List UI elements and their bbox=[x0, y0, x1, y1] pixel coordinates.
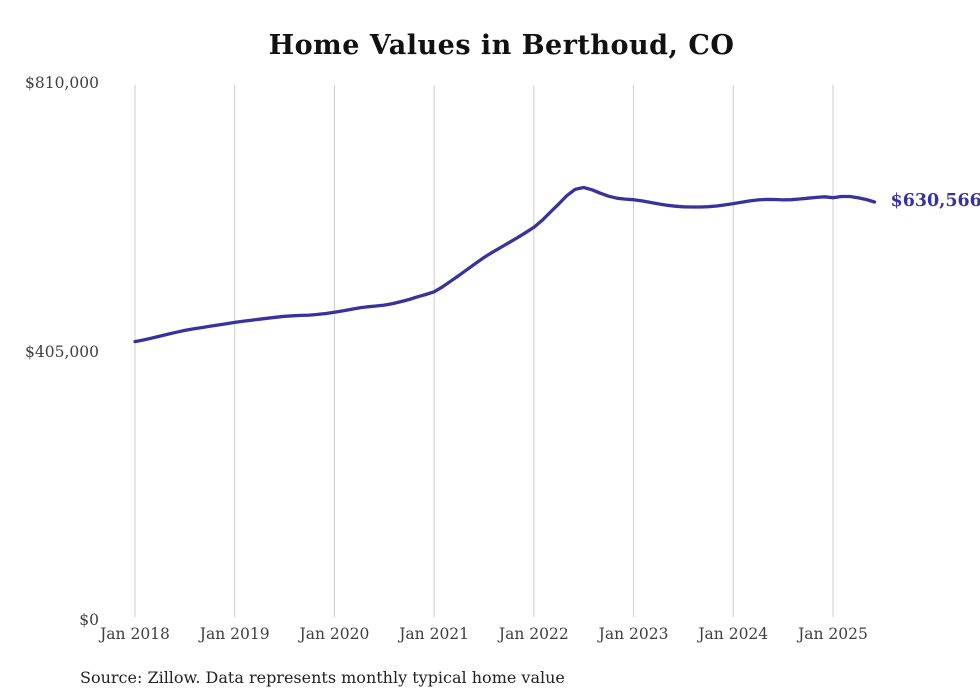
x-axis-tick-label: Jan 2018 bbox=[100, 625, 170, 643]
y-axis-tick-label: $405,000 bbox=[25, 342, 99, 361]
x-axis-tick-label: Jan 2024 bbox=[698, 625, 769, 643]
home-value-line bbox=[133, 185, 877, 344]
chart-title: Home Values in Berthoud, CO bbox=[268, 30, 735, 61]
y-axis-tick-label: $810,000 bbox=[25, 74, 99, 92]
x-axis-tick-label: Jan 2021 bbox=[399, 625, 470, 643]
x-axis-tick-label: Jan 2020 bbox=[299, 625, 370, 643]
y-axis-tick-label: $0 bbox=[79, 611, 99, 629]
source-note: Source: Zillow. Data represents monthly … bbox=[80, 668, 565, 687]
x-axis-tick-label: Jan 2025 bbox=[798, 625, 868, 643]
last-value-label: $630,566 bbox=[890, 190, 980, 211]
x-axis-tick-label: Jan 2022 bbox=[498, 625, 569, 643]
x-axis-tick-label: Jan 2023 bbox=[598, 625, 669, 643]
x-axis-tick-label: Jan 2019 bbox=[199, 625, 270, 643]
